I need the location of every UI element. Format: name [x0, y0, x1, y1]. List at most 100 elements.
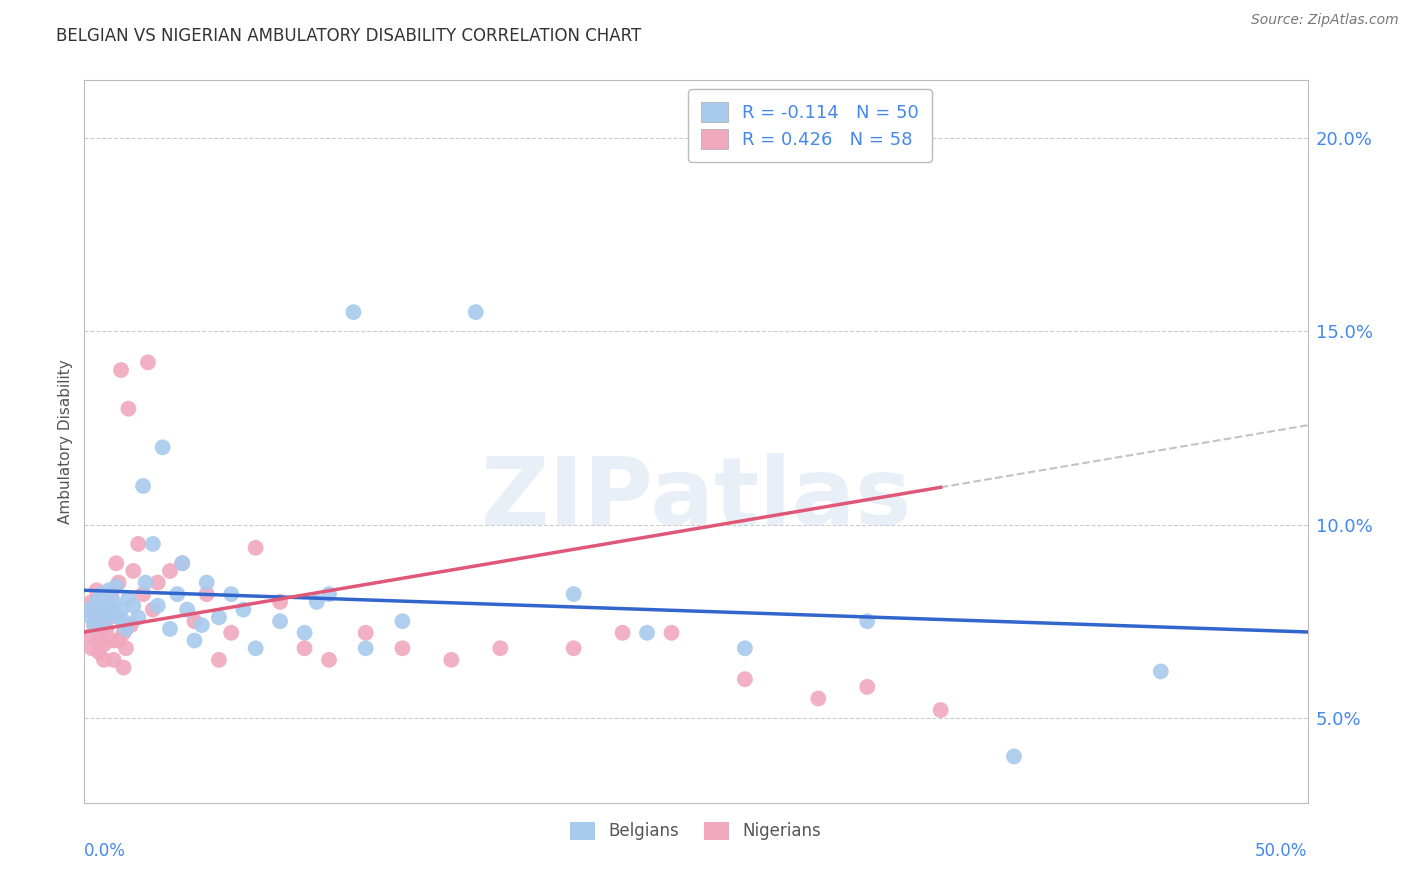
- Point: [183, 633, 205, 648]
- Point: [120, 618, 142, 632]
- Point: [636, 625, 658, 640]
- Point: [856, 680, 879, 694]
- Legend: Belgians, Nigerians: Belgians, Nigerians: [562, 814, 830, 848]
- Point: [110, 363, 132, 377]
- Point: [112, 614, 135, 628]
- Point: [195, 575, 218, 590]
- Point: [142, 602, 165, 616]
- Point: [93, 637, 115, 651]
- Point: [612, 625, 634, 640]
- Point: [142, 537, 165, 551]
- Point: [294, 641, 316, 656]
- Point: [159, 564, 181, 578]
- Point: [96, 610, 118, 624]
- Point: [159, 622, 181, 636]
- Point: [191, 618, 214, 632]
- Point: [172, 556, 194, 570]
- Point: [152, 440, 174, 454]
- Point: [562, 587, 585, 601]
- Point: [132, 587, 155, 601]
- Point: [107, 610, 129, 624]
- Point: [86, 595, 108, 609]
- Point: [318, 587, 340, 601]
- Point: [77, 630, 100, 644]
- Point: [112, 660, 135, 674]
- Point: [391, 614, 413, 628]
- Point: [87, 645, 110, 659]
- Point: [661, 625, 683, 640]
- Point: [90, 614, 112, 628]
- Point: [115, 641, 138, 656]
- Point: [219, 625, 242, 640]
- Point: [80, 641, 103, 656]
- Point: [489, 641, 512, 656]
- Point: [80, 595, 103, 609]
- Point: [1002, 749, 1025, 764]
- Point: [83, 618, 105, 632]
- Point: [117, 401, 139, 416]
- Point: [132, 479, 155, 493]
- Point: [97, 610, 120, 624]
- Point: [103, 633, 125, 648]
- Point: [245, 641, 267, 656]
- Point: [269, 614, 291, 628]
- Point: [127, 537, 149, 551]
- Point: [856, 614, 879, 628]
- Point: [354, 641, 377, 656]
- Point: [464, 305, 486, 319]
- Point: [208, 653, 231, 667]
- Point: [269, 595, 291, 609]
- Point: [219, 587, 242, 601]
- Point: [294, 625, 316, 640]
- Point: [929, 703, 952, 717]
- Point: [146, 599, 169, 613]
- Point: [440, 653, 463, 667]
- Text: BELGIAN VS NIGERIAN AMBULATORY DISABILITY CORRELATION CHART: BELGIAN VS NIGERIAN AMBULATORY DISABILIT…: [56, 27, 641, 45]
- Point: [122, 599, 145, 613]
- Point: [807, 691, 830, 706]
- Point: [83, 607, 105, 621]
- Point: [354, 625, 377, 640]
- Point: [734, 641, 756, 656]
- Point: [195, 587, 218, 601]
- Point: [176, 602, 198, 616]
- Point: [136, 355, 159, 369]
- Text: ZIPatlas: ZIPatlas: [481, 453, 911, 545]
- Point: [97, 583, 120, 598]
- Point: [172, 556, 194, 570]
- Point: [93, 653, 115, 667]
- Point: [80, 610, 103, 624]
- Point: [208, 610, 231, 624]
- Point: [107, 633, 129, 648]
- Point: [103, 595, 125, 609]
- Point: [97, 599, 120, 613]
- Point: [87, 633, 110, 648]
- Point: [96, 622, 118, 636]
- Y-axis label: Ambulatory Disability: Ambulatory Disability: [58, 359, 73, 524]
- Point: [110, 602, 132, 616]
- Point: [305, 595, 328, 609]
- Point: [105, 579, 128, 593]
- Text: 0.0%: 0.0%: [84, 842, 127, 860]
- Point: [758, 131, 780, 145]
- Point: [105, 556, 128, 570]
- Point: [112, 625, 135, 640]
- Point: [107, 575, 129, 590]
- Point: [117, 591, 139, 605]
- Point: [562, 641, 585, 656]
- Point: [122, 564, 145, 578]
- Point: [77, 602, 100, 616]
- Point: [245, 541, 267, 555]
- Point: [127, 610, 149, 624]
- Point: [146, 575, 169, 590]
- Point: [342, 305, 364, 319]
- Point: [103, 653, 125, 667]
- Point: [86, 602, 108, 616]
- Point: [318, 653, 340, 667]
- Point: [83, 618, 105, 632]
- Point: [734, 672, 756, 686]
- Point: [183, 614, 205, 628]
- Text: 50.0%: 50.0%: [1256, 842, 1308, 860]
- Point: [115, 622, 138, 636]
- Point: [100, 607, 122, 621]
